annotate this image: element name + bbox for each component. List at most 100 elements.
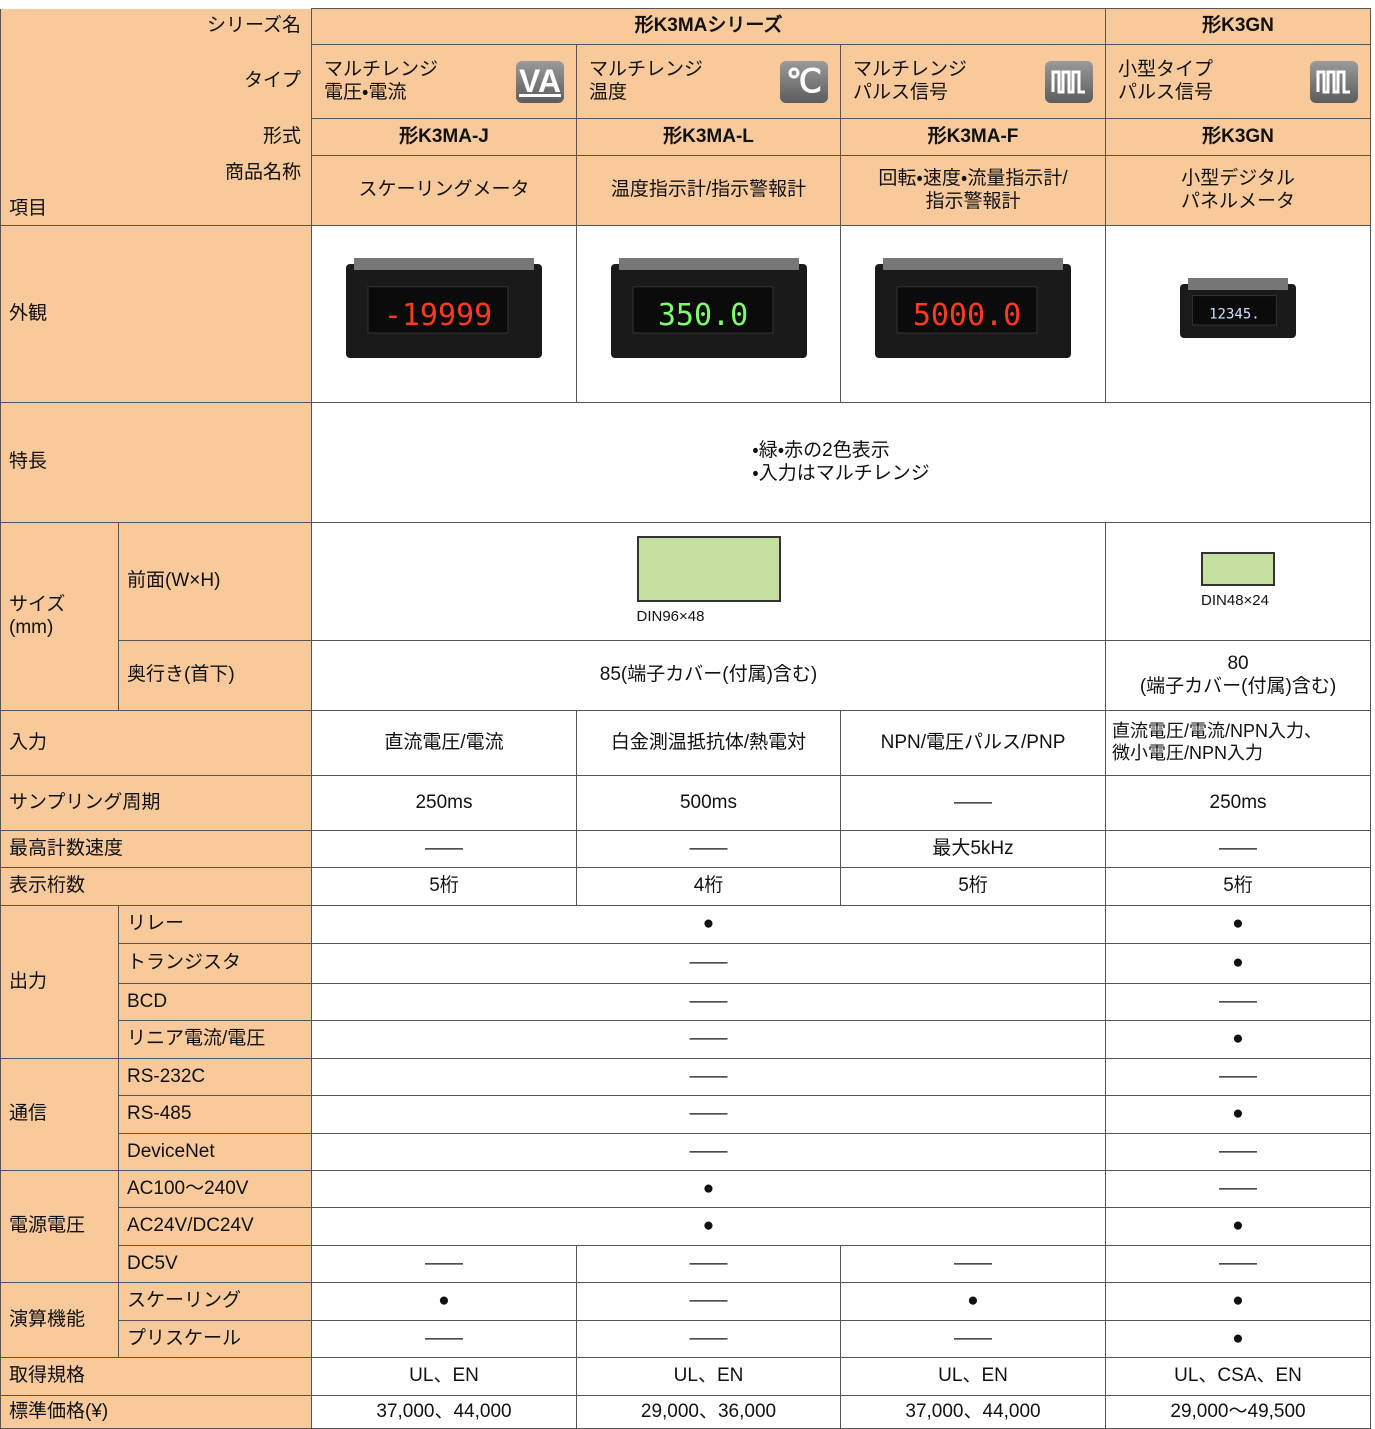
type-cell: マルチレンジ パルス信号 (839, 44, 1107, 119)
data-cell: —— (576, 1282, 841, 1321)
text-line: 電圧・電流 (324, 81, 407, 103)
cell-text: ● (1232, 1290, 1244, 1312)
text-line: スケーリングメータ (358, 179, 530, 201)
cell-text: 直流電圧/電流 (384, 731, 504, 753)
type-text: 小型タイプ パルス信号 (1118, 59, 1213, 105)
size-caption: DIN48×24 (1201, 591, 1269, 609)
row-label: AC100〜240V (118, 1170, 312, 1208)
features-text: ・緑・赤の2色表示 ・入力はマルチレンジ (752, 440, 929, 486)
data-cell: UL、EN (576, 1357, 841, 1396)
cell-text: 白金測温抵抗体/熱電対 (610, 731, 807, 753)
table-row: DeviceNet —— —— (1, 1133, 1372, 1171)
data-cell: 最大5kHz (839, 830, 1107, 868)
data-cell: —— (311, 1245, 577, 1283)
type-cell: マルチレンジ 温度 ℃ (576, 44, 841, 119)
group-label: 通信 (0, 1058, 119, 1171)
cell-text: 最大5kHz (932, 837, 1014, 859)
cell-text: —— (689, 1252, 728, 1274)
type-text: マルチレンジ 電圧・電流 (324, 59, 438, 105)
row-label: 取得規格 (0, 1357, 312, 1396)
row-label: 特長 (0, 402, 312, 523)
row-label: DeviceNet (118, 1133, 312, 1171)
meter-window (896, 285, 1038, 334)
size-diagram: DIN48×24 (1105, 522, 1372, 641)
table-row: 出力 リレー ● ● (0, 905, 1372, 1059)
type-icon (1045, 60, 1094, 103)
data-cell: 4桁 (576, 867, 841, 906)
meter-top (354, 257, 534, 270)
cell-text: ● (1232, 913, 1244, 935)
spec-table: シリーズ名 形K3MAシリーズ 形K3GN タイプ マルチレンジ 電圧・電流 VA マルチレン… (0, 8, 1372, 1429)
data-cell: 250ms (1105, 775, 1372, 831)
meter-window (632, 285, 773, 334)
table-row: 電源電圧 AC100〜240V ● —— (0, 1170, 1372, 1283)
group-label: 電源電圧 (0, 1170, 119, 1283)
icon-text: ℃ (786, 63, 822, 100)
model-name: 形K3MA-L (576, 118, 841, 156)
table-row: DC5V —— —— —— —— (1, 1245, 1372, 1283)
display-digits: 12345. (1209, 306, 1260, 322)
cell-text: 250ms (415, 791, 473, 813)
cell-text: —— (689, 837, 728, 859)
text-line: (端子カバー(付属)含む) (1139, 675, 1337, 697)
cell-text: 29,000〜49,500 (1170, 1400, 1306, 1422)
cell-text: 5桁 (429, 875, 459, 897)
cell-text: —— (689, 1327, 728, 1349)
cell-text: 5桁 (958, 875, 988, 897)
table-row: BCD —— —— (1, 983, 1372, 1021)
product-name: スケーリングメータ (311, 155, 577, 226)
cell-text: ● (702, 913, 715, 935)
row-label: 奥行き(首下) (118, 640, 312, 711)
text-line: マルチレンジ (324, 58, 439, 80)
table-row: 外観 -19999 350.0 5000.0 12345. (0, 225, 1372, 403)
meter-top (883, 257, 1063, 270)
cell-text: ● (1232, 1327, 1244, 1349)
data-cell: 直流電圧/電流 (311, 710, 577, 776)
product-photo: -19999 (346, 257, 542, 358)
data-cell: —— (310, 1020, 1107, 1059)
group-label: 演算機能 (0, 1282, 119, 1358)
cell-text: UL、EN (409, 1365, 479, 1387)
cell-text: —— (689, 1290, 728, 1312)
size-box: DIN96×48 (636, 535, 781, 626)
data-cell: ● (1105, 943, 1372, 984)
text-line: (mm) (9, 616, 54, 638)
table-row: RS-485 —— ● (1, 1095, 1372, 1134)
cell-text: UL、EN (938, 1365, 1008, 1387)
data-cell: UL、EN (311, 1357, 577, 1396)
cell-text: —— (689, 1028, 728, 1050)
cell-text: —— (425, 1327, 463, 1349)
data-cell: —— (311, 830, 577, 868)
data-cell: —— (310, 983, 1107, 1021)
header-label: シリーズ名 (0, 8, 312, 45)
model-name: 形K3MA-J (311, 118, 577, 156)
text-line: 指示警報計 (925, 190, 1021, 212)
product-photo: 5000.0 (875, 257, 1071, 358)
data-cell: 5桁 (311, 867, 577, 906)
cell-text: —— (1219, 1177, 1258, 1199)
row-label: 前面(W×H) (118, 522, 312, 641)
front-rect (1201, 551, 1276, 586)
pulse-wave (1316, 70, 1351, 93)
data-cell: —— (1105, 1133, 1372, 1171)
row-label: スケーリング (118, 1282, 312, 1321)
text-line: 回転・速度・流量指示計/ (878, 167, 1068, 189)
cell-text: 37,000、44,000 (376, 1400, 512, 1422)
data-cell: ● (311, 1282, 577, 1321)
cell-text: —— (954, 791, 992, 813)
data-cell: 37,000、44,000 (839, 1395, 1107, 1429)
header-label: 形式 (0, 118, 312, 156)
cell-text: —— (1219, 837, 1258, 859)
table-row: プリスケール —— —— —— ● (1, 1320, 1372, 1358)
pulse-icon (1316, 70, 1351, 93)
data-cell: ● (1105, 905, 1372, 944)
row-label: 最高計数速度 (0, 830, 312, 868)
front-rect (636, 535, 781, 602)
cell-text: ● (1232, 1215, 1244, 1237)
cell-text: ● (438, 1290, 450, 1312)
cell-text: 4桁 (693, 875, 724, 897)
meter-top (1188, 277, 1289, 290)
icon-text: VA (518, 63, 562, 100)
cell-text: 29,000、36,000 (640, 1400, 777, 1422)
